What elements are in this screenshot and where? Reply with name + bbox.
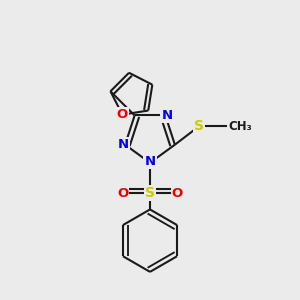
Text: N: N [144, 155, 156, 168]
Text: N: N [161, 109, 172, 122]
Text: N: N [118, 138, 129, 151]
Text: O: O [172, 187, 183, 200]
Text: CH₃: CH₃ [228, 120, 252, 133]
Text: S: S [194, 119, 204, 133]
Text: S: S [145, 186, 155, 200]
Text: O: O [117, 187, 128, 200]
Text: O: O [117, 108, 128, 121]
